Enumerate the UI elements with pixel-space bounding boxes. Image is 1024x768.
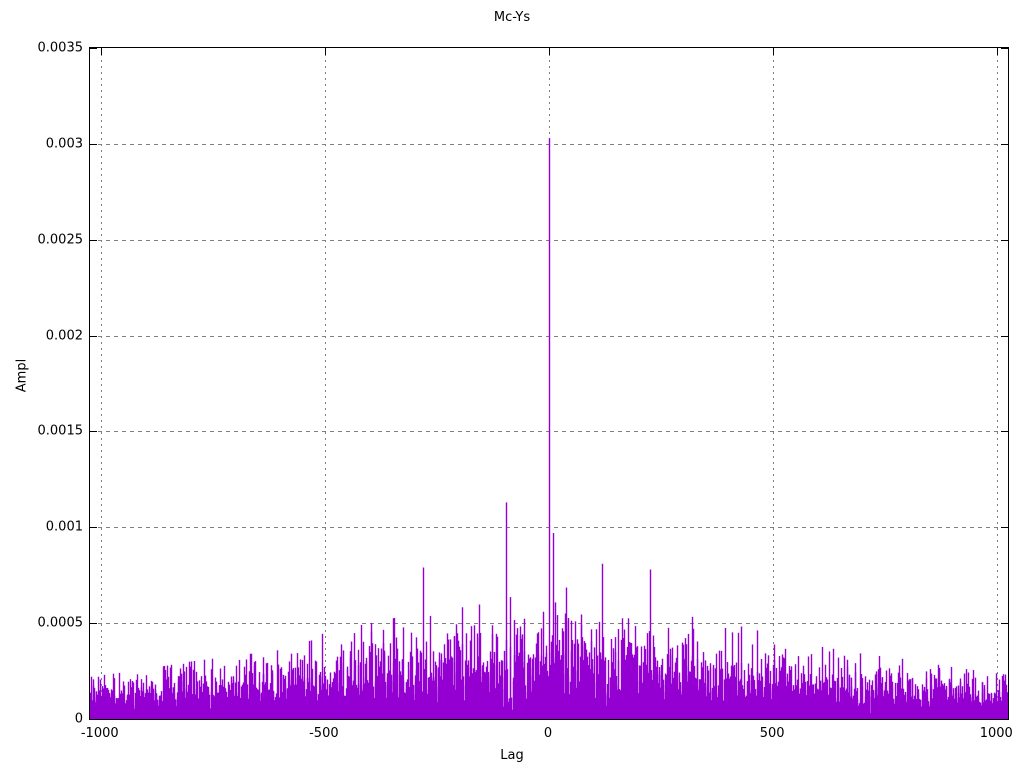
y-axis-tick-labels: 0 0.0005 0.001 0.0015 0.002 0.0025 0.003 0.0035 [0, 41, 84, 727]
chart-title: Mc-Ys [493, 10, 531, 25]
x-tick-label: 0 [543, 726, 553, 741]
x-tick-label: -1000 [80, 726, 119, 741]
y-tick-label: 0.0025 [37, 232, 84, 248]
plot-area [89, 47, 1009, 720]
data-series-mc-ys [90, 138, 1008, 719]
y-tick-label: 0.0015 [37, 423, 84, 439]
x-axis-tick-labels: -1000 -500 0 500 1000 [81, 726, 1013, 746]
x-tick-label: 1000 [979, 726, 1013, 741]
x-tick-label: 500 [759, 726, 785, 741]
y-tick-label: 0.003 [45, 136, 83, 152]
y-tick-label: 0 [74, 711, 83, 727]
y-tick-label: 0.002 [45, 328, 83, 344]
y-tick-label: 0.001 [45, 519, 83, 535]
y-tick-label: 0.0005 [37, 615, 84, 631]
y-tick-label: 0.0035 [37, 40, 84, 56]
x-axis-label: Lag [500, 748, 524, 763]
x-tick-label: -500 [309, 726, 339, 741]
